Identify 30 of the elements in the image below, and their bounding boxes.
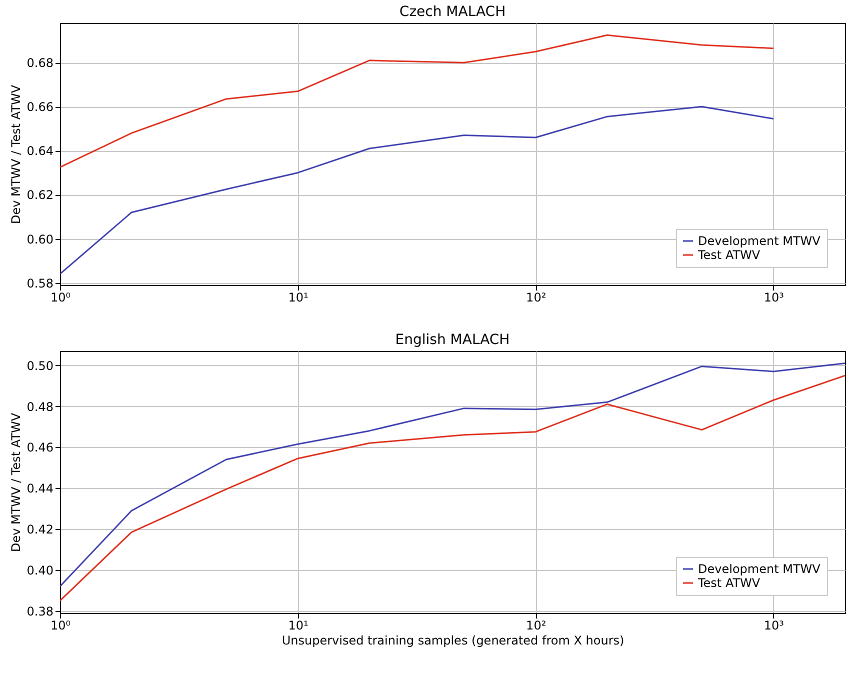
y-tick-label: 0.46 — [26, 440, 54, 455]
y-tick-label: 0.68 — [26, 56, 54, 70]
y-tick-label: 0.42 — [26, 522, 54, 537]
x-tick-label: 10³ — [764, 290, 784, 304]
chart-title: Czech MALACH — [399, 4, 506, 20]
x-axis-title: Unsupervised training samples (generated from X hours) — [282, 634, 624, 648]
x-tick-label: 10¹ — [288, 618, 309, 632]
legend-label: Test ATWV — [697, 576, 761, 590]
x-tick-label: 10¹ — [288, 290, 309, 304]
y-tick-label: 0.48 — [26, 400, 54, 414]
y-tick-label: 0.44 — [26, 482, 54, 496]
y-tick-label: 0.58 — [26, 276, 54, 290]
y-tick-label: 0.38 — [26, 604, 54, 618]
x-tick-label: 10² — [526, 618, 546, 632]
y-axis-title: Dev MTWV / Test ATWV — [8, 84, 23, 224]
y-tick-label: 0.60 — [26, 232, 54, 246]
y-tick-label: 0.64 — [26, 144, 54, 158]
x-tick-label: 10⁰ — [50, 618, 71, 632]
legend-label: Development MTWV — [698, 234, 822, 248]
y-tick-label: 0.40 — [26, 564, 54, 578]
x-tick-label: 10³ — [764, 618, 784, 632]
legend-label: Test ATWV — [697, 248, 761, 262]
y-tick-label: 0.62 — [26, 188, 54, 202]
y-tick-label: 0.50 — [26, 358, 54, 373]
y-tick-label: 0.66 — [26, 100, 54, 114]
legend-label: Development MTWV — [698, 562, 822, 576]
chart-title: English MALACH — [395, 332, 510, 348]
x-tick-label: 10² — [526, 290, 546, 304]
y-axis-title: Dev MTWV / Test ATWV — [8, 412, 23, 552]
x-tick-label: 10⁰ — [50, 290, 71, 304]
